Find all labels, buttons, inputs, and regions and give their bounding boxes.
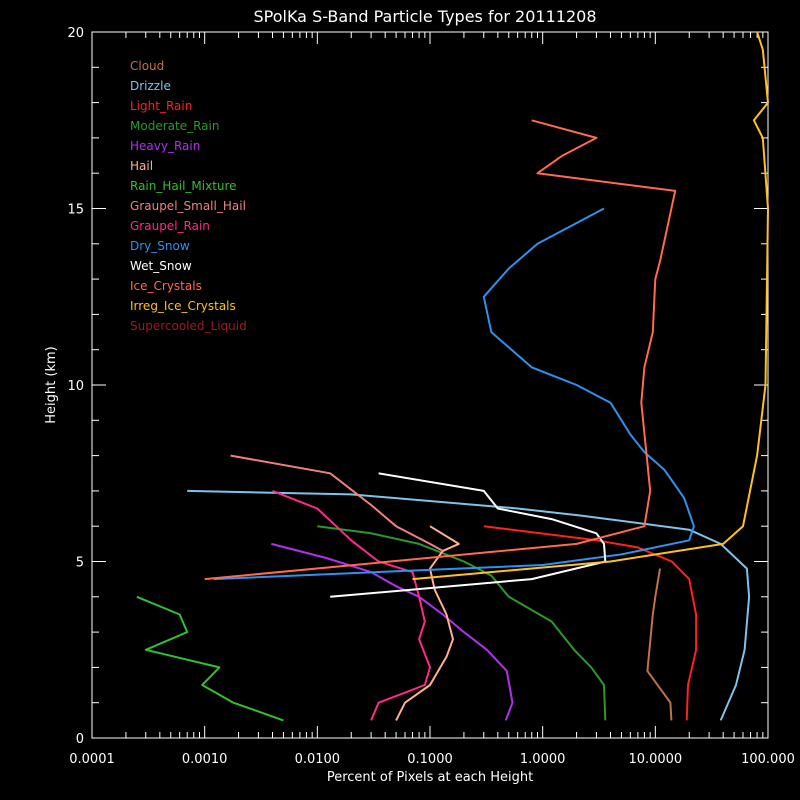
series-line-hail: [395, 525, 460, 721]
x-tick-label: 1.0000: [520, 752, 566, 767]
plot-frame: [91, 31, 769, 739]
series-line-drizzle: [187, 489, 751, 721]
axis-ticks: 0.0001 0.0010 0.0100 0.1000 1.0000 10.0000 100…: [67, 26, 794, 767]
legend: Cloud Drizzle Light_Rain Moderate_Rain Heavy…: [130, 59, 247, 333]
legend-entry-hail: Hail: [130, 159, 153, 173]
x-tick-label: 0.1000: [407, 752, 453, 767]
legend-entry-drizzle: Drizzle: [130, 79, 171, 93]
series-line-graupel-rain: [272, 489, 431, 721]
legend-entry-irreg-ice-crystals: Irreg_Ice_Crystals: [130, 299, 236, 313]
x-tick-label: 0.0100: [295, 752, 341, 767]
chart-title: SPolKa S-Band Particle Types for 2011120…: [254, 7, 597, 26]
series-line-wet-snow: [330, 472, 607, 598]
legend-entry-rain-hail-mixture: Rain_Hail_Mixture: [130, 179, 237, 193]
x-axis-label: Percent of Pixels at each Height: [327, 770, 533, 785]
series-lines: [136, 31, 769, 722]
legend-entry-light-rain: Light_Rain: [130, 99, 192, 113]
y-tick-label: 0: [76, 732, 84, 747]
series-line-moderate-rain: [317, 525, 607, 721]
y-tick-label: 20: [67, 26, 84, 41]
series-line-light-rain: [483, 525, 698, 721]
x-tick-label: 0.0001: [69, 752, 115, 767]
series-line-cloud: [646, 568, 673, 721]
series-line-irreg-ice-crystals: [412, 31, 769, 581]
y-axis-label: Height (km): [44, 346, 59, 423]
legend-entry-dry-snow: Dry_Snow: [130, 239, 190, 253]
legend-entry-cloud: Cloud: [130, 59, 164, 73]
legend-entry-supercooled-liquid: Supercooled_Liquid: [130, 319, 247, 333]
legend-entry-heavy-rain: Heavy_Rain: [130, 139, 200, 153]
series-line-dry-snow: [213, 207, 695, 581]
y-tick-label: 15: [67, 203, 84, 218]
legend-entry-moderate-rain: Moderate_Rain: [130, 119, 219, 133]
series-line-rain-hail-mixture: [136, 595, 284, 722]
series-line-graupel-small-hail: [230, 454, 444, 552]
legend-entry-ice-crystals: Ice_Crystals: [130, 279, 202, 293]
legend-entry-graupel-small-hail: Graupel_Small_Hail: [130, 199, 246, 213]
series-line-ice-crystals: [204, 119, 677, 581]
x-tick-label: 100.000: [741, 752, 795, 767]
x-tick-label: 10.0000: [628, 752, 682, 767]
legend-entry-wet-snow: Wet_Snow: [130, 259, 192, 273]
y-tick-label: 5: [76, 556, 84, 571]
legend-entry-graupel-rain: Graupel_Rain: [130, 219, 210, 233]
x-tick-label: 0.0010: [182, 752, 228, 767]
y-tick-label: 10: [67, 379, 84, 394]
series-line-heavy-rain: [271, 542, 514, 721]
